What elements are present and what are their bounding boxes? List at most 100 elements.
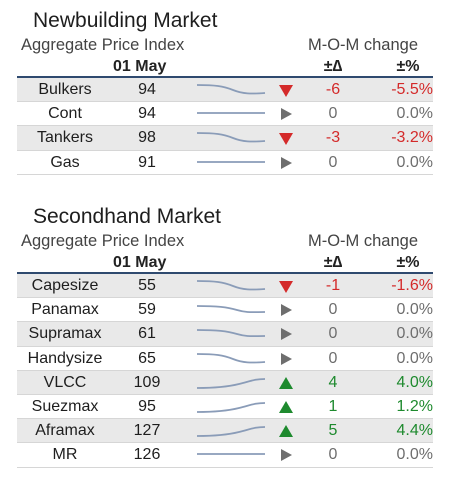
segment-name: Suezmax (31, 397, 99, 415)
table-row: Cont 94 0 0.0% (17, 102, 433, 127)
index-value: 94 (138, 105, 156, 123)
segment-name: Supramax (28, 325, 102, 343)
pct-value: 1.2% (396, 397, 433, 415)
sparkline (193, 126, 269, 150)
table-row: Panamax 59 0 0.0% (17, 298, 433, 323)
index-value: 127 (133, 422, 161, 440)
sparkline (193, 419, 269, 443)
segment-name: Tankers (36, 129, 94, 147)
table-row: Suezmax 95 1 1.2% (17, 395, 433, 420)
newbuilding-market-section: Newbuilding Market Aggregate Price Index… (17, 8, 433, 175)
pct-value: -3.2% (391, 129, 433, 147)
table-body: Capesize 55 -1 -1.6% Panamax 59 0 0.0% Supramax 6… (17, 274, 433, 468)
sparkline (193, 298, 269, 322)
segment-name: Aframax (35, 422, 95, 440)
sparkline (193, 371, 269, 395)
date-label: 01 May (113, 254, 167, 271)
pct-value: 0.0% (396, 301, 433, 319)
delta-value: 0 (328, 153, 338, 171)
sparkline-line (196, 402, 266, 413)
index-value: 109 (133, 373, 161, 391)
up-triangle-icon (275, 395, 297, 419)
right-triangle-icon (275, 322, 297, 346)
change-label: M-O-M change (307, 232, 419, 250)
pct-value: -1.6% (391, 277, 433, 294)
table-row: Capesize 55 -1 -1.6% (17, 274, 433, 299)
pct-value: 0.0% (396, 349, 433, 367)
down-triangle-icon (275, 274, 297, 298)
delta-value: -6 (325, 81, 341, 98)
segment-name: Bulkers (38, 81, 92, 98)
delta-value: -3 (325, 129, 341, 147)
right-triangle-icon (275, 102, 297, 126)
secondhand-market-section: Secondhand Market Aggregate Price Index … (17, 204, 433, 468)
table-row: Aframax 127 5 4.4% (17, 419, 433, 444)
segment-name: MR (52, 446, 78, 464)
delta-value: 0 (328, 325, 338, 343)
segment-name: Capesize (31, 277, 99, 294)
section-title: Secondhand Market (33, 205, 221, 228)
change-label: M-O-M change (307, 36, 419, 54)
segment-name: Handysize (27, 349, 103, 367)
index-value: 95 (138, 397, 156, 415)
sparkline (193, 395, 269, 419)
table-body: Bulkers 94 -6 -5.5% Cont 94 0 0.0% Tankers 98 -3 -3… (17, 78, 433, 175)
section-title: Newbuilding Market (33, 9, 218, 32)
pct-value: 0.0% (396, 153, 433, 171)
delta-value: 0 (328, 301, 338, 319)
pct-value: 0.0% (396, 105, 433, 123)
delta-value: 0 (328, 349, 338, 367)
segment-name: Panamax (31, 301, 99, 319)
table-row: Supramax 61 0 0.0% (17, 322, 433, 347)
index-value: 91 (138, 153, 156, 171)
table-row: VLCC 109 4 4.0% (17, 370, 433, 395)
right-triangle-icon (275, 151, 297, 175)
down-triangle-icon (275, 78, 297, 102)
sparkline-line (196, 377, 266, 389)
right-triangle-icon (275, 347, 297, 371)
delta-header: ±∆ (323, 254, 343, 271)
index-value: 65 (138, 349, 156, 367)
index-label: Aggregate Price Index (21, 36, 185, 54)
right-triangle-icon (275, 443, 297, 467)
index-value: 94 (138, 81, 156, 98)
sparkline (193, 78, 269, 102)
up-triangle-icon (275, 419, 297, 443)
up-triangle-icon (275, 371, 297, 395)
table-row: MR 126 0 0.0% (17, 443, 433, 468)
index-value: 98 (138, 129, 156, 147)
delta-header: ±∆ (323, 58, 343, 75)
segment-name: Gas (50, 153, 80, 171)
index-value: 61 (138, 325, 156, 343)
table-row: Gas 91 0 0.0% (17, 151, 433, 175)
table-row: Tankers 98 -3 -3.2% (17, 126, 433, 151)
pct-header: ±% (396, 58, 420, 75)
header-row: Aggregate Price Index M-O-M change (17, 230, 433, 252)
table-row: Handysize 65 0 0.0% (17, 347, 433, 371)
subheader-row: 01 May ±∆ ±% (17, 252, 433, 274)
down-triangle-icon (275, 126, 297, 150)
sparkline (193, 274, 269, 298)
index-label: Aggregate Price Index (21, 232, 185, 250)
delta-value: 5 (328, 422, 338, 440)
date-label: 01 May (113, 58, 167, 75)
header-row: Aggregate Price Index M-O-M change (17, 34, 433, 56)
sparkline-line (196, 329, 266, 338)
sparkline (193, 322, 269, 346)
sparkline (193, 151, 269, 175)
sparkline-line (196, 305, 266, 314)
pct-value: 0.0% (396, 446, 433, 464)
subheader-row: 01 May ±∆ ±% (17, 56, 433, 78)
pct-value: 4.4% (396, 422, 433, 440)
sparkline-line (196, 280, 266, 291)
delta-value: 4 (328, 373, 338, 391)
index-value: 126 (133, 446, 161, 464)
index-value: 55 (138, 277, 156, 294)
sparkline (193, 347, 269, 371)
right-triangle-icon (275, 298, 297, 322)
pct-header: ±% (396, 254, 420, 271)
segment-name: Cont (48, 105, 82, 123)
sparkline-line (196, 426, 266, 438)
sparkline-line (196, 352, 266, 364)
